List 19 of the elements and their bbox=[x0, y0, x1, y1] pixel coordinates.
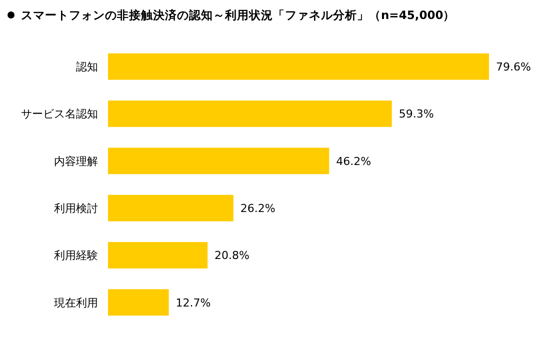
y-tick-label: 利用検討 bbox=[54, 202, 98, 215]
bar bbox=[108, 100, 392, 127]
y-tick-label: 内容理解 bbox=[54, 154, 98, 168]
bar bbox=[108, 194, 234, 222]
y-tick-label: 現在利用 bbox=[54, 296, 98, 310]
bar bbox=[108, 242, 208, 268]
data-label: 12.7% bbox=[176, 296, 211, 310]
y-tick-label: 利用経験 bbox=[54, 249, 98, 262]
data-label: 20.8% bbox=[214, 249, 250, 262]
data-label: 79.6% bbox=[496, 60, 531, 74]
y-tick-label: 認知 bbox=[76, 60, 98, 74]
chart-title: スマートフォンの非接触決済の認知～利用状況「ファネル分析」（n=45,000） bbox=[21, 8, 456, 22]
data-label: 26.2% bbox=[240, 202, 276, 215]
data-label: 46.2% bbox=[336, 154, 372, 168]
bar bbox=[108, 289, 169, 316]
bar bbox=[108, 53, 489, 80]
y-tick-label: サービス名認知 bbox=[21, 108, 98, 121]
data-label: 59.3% bbox=[398, 108, 434, 121]
bar bbox=[108, 148, 330, 174]
